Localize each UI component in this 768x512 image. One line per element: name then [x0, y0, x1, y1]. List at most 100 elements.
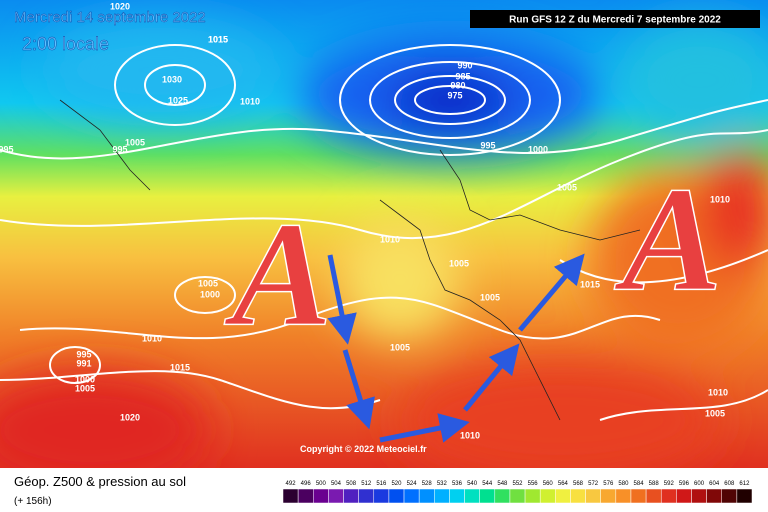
run-box [470, 10, 760, 28]
isobar-label: 1005 [705, 408, 725, 418]
scale-swatch [297, 488, 314, 504]
scale-label: 524 [407, 481, 418, 487]
isobar-label: 1005 [198, 278, 218, 288]
scale-swatch [555, 488, 571, 504]
scale-swatch [600, 488, 617, 504]
scale-label: 512 [361, 481, 372, 487]
scale-swatch [524, 488, 541, 504]
scale-swatch [660, 488, 677, 504]
scale-label: 500 [316, 481, 327, 487]
scale-swatch [570, 488, 586, 504]
isobar-label: 1000 [200, 289, 220, 299]
scale-swatch [585, 488, 601, 504]
isobar-label: 1005 [480, 292, 500, 302]
high-pressure-label: A [224, 191, 332, 357]
isobar-label: 1010 [460, 430, 480, 440]
scale-label: 592 [664, 481, 675, 487]
isobar-label: 1005 [390, 342, 410, 352]
valid-time: 2:00 locale [22, 34, 109, 54]
isobar-label: 1000 [528, 144, 548, 154]
scale-label: 580 [618, 481, 629, 487]
scale-label: 540 [467, 481, 478, 487]
scale-label: 572 [588, 481, 599, 487]
isobar-label: 985 [455, 71, 470, 81]
valid-date: Mercredi 14 septembre 2022 [14, 9, 206, 26]
scale-swatch [449, 488, 465, 504]
isobar-label: 1015 [170, 362, 190, 372]
scale-label: 516 [376, 481, 387, 487]
scale-swatch [388, 488, 405, 504]
isobar-label: 1025 [168, 95, 188, 105]
isobar-label: 995 [0, 144, 14, 154]
color-scale: 492 496 500 504 508 512 516 520 524 528 532 536 540 5… [282, 481, 753, 504]
scale-swatch [630, 488, 647, 504]
scale-swatch [343, 488, 359, 504]
scale-label: 548 [497, 481, 508, 487]
scale-label: 600 [694, 481, 705, 487]
isobar-label: 1020 [110, 1, 130, 11]
high-pressure-label: A [614, 156, 722, 322]
isobar-label: 1010 [142, 333, 162, 343]
scale-label: 520 [391, 481, 402, 487]
scale-label: 568 [573, 481, 584, 487]
isobar-label: 1010 [710, 194, 730, 204]
scale-swatch [313, 488, 329, 504]
scale-swatch [373, 488, 390, 504]
scale-swatch [479, 488, 496, 504]
scale-label: 536 [452, 481, 463, 487]
scale-label: 584 [634, 481, 645, 487]
isobar-label: 1010 [240, 96, 260, 106]
isobar-label: 1010 [380, 234, 400, 244]
scale-label: 492 [286, 481, 297, 487]
scale-swatch [358, 488, 375, 504]
isobar-label: 1020 [120, 412, 140, 422]
scale-label: 576 [603, 481, 614, 487]
scale-swatch [328, 488, 344, 504]
isobar-label: 1015 [580, 279, 600, 289]
isobar-label: 1030 [162, 74, 182, 84]
isobar-label: 995 [480, 140, 495, 150]
scale-label: 544 [482, 481, 493, 487]
isobar-label: 995 [112, 144, 127, 154]
scale-label: 608 [724, 481, 735, 487]
isobar-label: 1000 [75, 374, 95, 384]
arrows [327, 253, 585, 443]
scale-swatch [539, 488, 556, 504]
scale-swatch [509, 488, 526, 504]
scale-swatch [418, 488, 435, 504]
isobar-label: 1010 [708, 387, 728, 397]
isobar-label: 1005 [125, 137, 145, 147]
scale-label: 532 [437, 481, 448, 487]
footer-title: Géop. Z500 & pression au sol [14, 474, 186, 489]
scale-label: 596 [679, 481, 690, 487]
scale-label: 508 [346, 481, 357, 487]
footer-lead: (+ 156h) [14, 496, 52, 507]
isobars [0, 44, 768, 421]
scale-label: 496 [301, 481, 312, 487]
isobar-label: 1005 [557, 182, 577, 192]
isobar-label: 995 [76, 349, 91, 359]
scale-swatch [691, 488, 707, 504]
isobar-label: 975 [447, 90, 462, 100]
scale-swatch [721, 488, 738, 504]
isobar-label: 990 [457, 60, 472, 70]
copyright: Copyright © 2022 Meteociel.fr [300, 444, 427, 454]
isobar-label: 980 [450, 80, 465, 90]
scale-swatch [403, 488, 420, 504]
scale-label: 604 [709, 481, 720, 487]
scale-label: 552 [512, 481, 523, 487]
scale-label: 560 [543, 481, 554, 487]
scale-swatch [464, 488, 480, 504]
scale-label: 564 [558, 481, 569, 487]
scale-label: 556 [528, 481, 539, 487]
coastlines [59, 99, 641, 421]
scale-swatch [676, 488, 692, 504]
isobar-label: 1005 [75, 383, 95, 393]
scale-label: 612 [739, 481, 750, 487]
scale-swatch [494, 488, 511, 504]
scale-swatch [706, 488, 722, 504]
scale-swatch [282, 488, 299, 504]
